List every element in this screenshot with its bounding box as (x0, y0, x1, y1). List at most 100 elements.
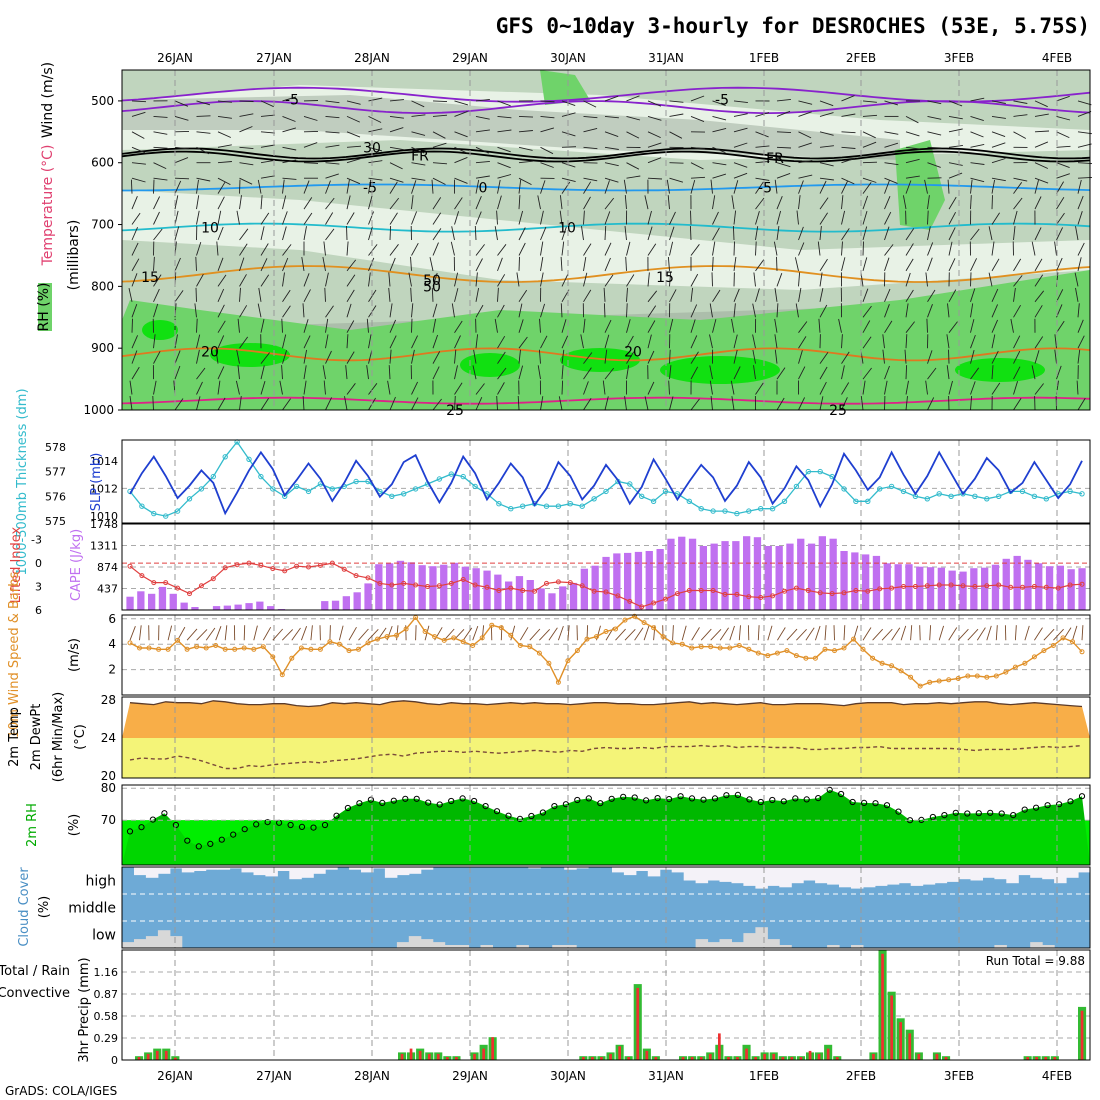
rh2m-marker-55 (757, 798, 764, 806)
li-marker-28 (460, 577, 466, 582)
wind-barb-925-33 (841, 351, 850, 364)
cloud-high-gap-80 (1078, 867, 1091, 873)
wind-barb-1000-23 (624, 396, 627, 411)
rh2m-marker-60 (815, 795, 822, 802)
wind10-marker-62 (717, 645, 723, 651)
wind10-barb-19 (310, 625, 313, 641)
cape-bar-64 (818, 536, 826, 610)
precip-conv-bar-31 (409, 1048, 413, 1060)
wind-barb-775-5 (239, 257, 245, 272)
wind-barb-875-8 (303, 319, 309, 333)
cape-bar-42 (580, 568, 588, 610)
cloud-low-bar-23 (396, 942, 410, 948)
wind-barb-875-24 (647, 320, 656, 333)
wind10-marker-29 (403, 626, 409, 632)
wind-barb-950-7 (281, 365, 283, 380)
wind-barb-950-18 (518, 365, 524, 380)
cape-bar-83 (1024, 559, 1032, 610)
wind-barb-850-1 (153, 303, 159, 318)
credit-label: GrADS: COLA/IGES (5, 1084, 117, 1098)
wind-barb-850-18 (518, 303, 523, 318)
cloud-high-gap-15 (301, 867, 314, 878)
isotherm-10 (121, 222, 1091, 233)
wind-barb-1000-21 (583, 398, 592, 411)
wind10-marker-36 (470, 643, 476, 648)
temp2m-units-label: (°C) (73, 724, 88, 750)
wind-barb-900-9 (325, 334, 329, 349)
wind-barb-725-42 (1034, 227, 1042, 241)
rh2m-marker-56 (769, 796, 776, 804)
wind-barb-625-34 (862, 177, 877, 183)
wind-barb-625-17 (497, 174, 512, 179)
wind-barb-775-1 (153, 256, 155, 271)
li-marker-32 (508, 585, 514, 591)
wind10-marker-58 (679, 641, 685, 647)
dewpoint-axis-label: 2m DewPt (29, 704, 44, 771)
wind10-marker-5 (175, 637, 181, 643)
wind-barb-900-42 (1034, 336, 1044, 349)
rh2m-marker-83 (1078, 793, 1086, 800)
wind-barb-975-17 (497, 382, 505, 395)
wind-barb-925-22 (604, 349, 608, 364)
wind-barb-975-36 (905, 380, 909, 395)
wind-barb-575-3 (196, 146, 210, 155)
wind-barb-525-8 (303, 115, 318, 121)
cloud-high-gap-21 (373, 867, 386, 869)
contour-label-10: 15 (656, 270, 674, 286)
wind-barb-800-15 (454, 272, 459, 287)
wind-barb-500-17 (497, 100, 511, 107)
wind-barb-500-27 (712, 100, 726, 106)
wind-barb-825-23 (626, 287, 628, 302)
wind-barb-500-42 (1034, 100, 1048, 108)
wind10-barb-85 (938, 625, 945, 641)
wind-barb-1000-36 (905, 396, 908, 411)
precip-conv-bar-99 (1026, 1057, 1029, 1060)
wind-barb-800-20 (561, 273, 569, 287)
thickness-marker-43 (639, 493, 645, 499)
wind10-barb-95 (1034, 627, 1043, 641)
wind-barb-650-2 (174, 180, 182, 194)
wind-barb-650-31 (798, 180, 804, 194)
wind-barb-925-4 (215, 349, 219, 364)
wind-barb-650-0 (130, 179, 133, 194)
wind-barb-975-15 (454, 382, 463, 395)
wind-barb-725-8 (303, 226, 307, 241)
wind-barb-850-34 (862, 305, 872, 318)
wind-barb-750-5 (239, 243, 248, 256)
cloud-high-gap-77 (1042, 867, 1055, 880)
wind-barb-575-37 (927, 146, 942, 149)
li-tick--3: -3 (31, 534, 42, 547)
wind-barb-675-2 (174, 195, 179, 210)
wind-barb-775-41 (1013, 258, 1022, 272)
li-marker-46 (674, 591, 680, 597)
wind-barb-600-35 (884, 162, 899, 166)
contour-label-16: 50 (423, 273, 441, 289)
cape-bar-46 (624, 552, 632, 610)
cape-bar-82 (1013, 555, 1021, 610)
rh2m-units-label: (%) (67, 814, 82, 837)
wind-barb-550-43 (1056, 131, 1070, 139)
cloud-high-gap-7 (205, 867, 219, 870)
wind-barb-650-39 (970, 179, 973, 194)
rh2m-marker-38 (562, 801, 570, 808)
wind-barb-825-39 (970, 288, 976, 302)
wind-barb-950-0 (131, 366, 140, 380)
temp2m-axis-label: 2m Temp (7, 707, 22, 767)
wind10-barb-40 (510, 625, 516, 641)
wind-barb-525-28 (733, 113, 748, 117)
wind-barb-575-29 (755, 145, 770, 148)
wind-barb-625-36 (905, 175, 920, 179)
wind10-barb-42 (529, 628, 541, 641)
thickness-marker-39 (591, 496, 597, 502)
wind-barb-625-6 (260, 175, 275, 179)
wind-barb-775-14 (429, 257, 434, 271)
wind-barb-775-16 (475, 258, 483, 272)
cape-bar-13 (267, 606, 275, 610)
li-marker-41 (615, 593, 621, 599)
wind-barb-500-11 (368, 97, 383, 102)
cloud-low-bar-36 (552, 945, 565, 948)
isotherm-freezing-2 (121, 150, 1091, 163)
wind-barb-550-20 (561, 131, 576, 137)
wind-barb-950-41 (1013, 366, 1021, 380)
wind-barb-675-21 (583, 196, 591, 210)
